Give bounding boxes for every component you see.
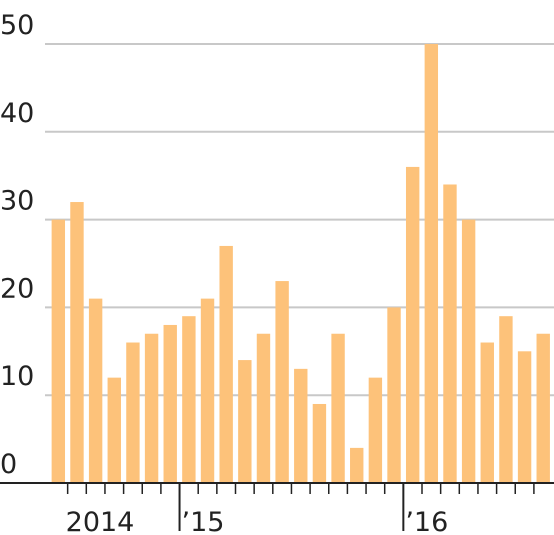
bar [499,316,513,483]
bar [350,447,364,483]
bar [219,245,233,483]
x-tick-label: ’15 [182,507,225,535]
bar [461,219,476,483]
bar [182,316,196,483]
bar [517,351,532,483]
bar [312,403,327,483]
bar [275,281,289,483]
bar [126,342,140,483]
bar [424,44,439,483]
bar [480,342,494,483]
y-tick-label: 50 [0,10,34,41]
y-tick-label: 30 [0,186,34,217]
y-tick-label: 40 [0,98,34,129]
bar [163,324,177,483]
x-tick-label: ’16 [405,507,448,535]
y-tick-label: 20 [0,273,34,304]
bar [70,202,84,484]
bar [387,307,401,483]
bar [405,166,420,484]
x-tick-label: 2014 [66,507,135,535]
bar [256,333,271,483]
y-tick-label: 0 [0,449,17,480]
bar [107,377,121,483]
bar [51,219,66,483]
bar [331,333,345,483]
bar [443,184,457,484]
bar [368,377,383,483]
bar [238,360,252,483]
bar [144,333,159,483]
bar [294,368,308,483]
y-tick-label: 10 [0,361,34,392]
bar [200,298,215,483]
bar [536,333,550,483]
bar [88,298,103,483]
